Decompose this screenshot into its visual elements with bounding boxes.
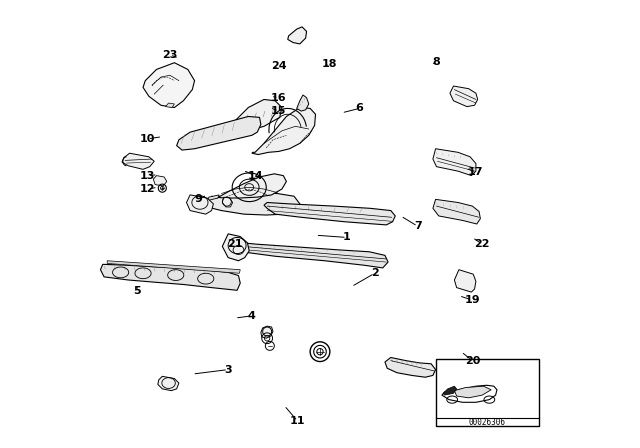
Polygon shape: [143, 63, 195, 108]
Text: 19: 19: [465, 295, 480, 305]
Text: 17: 17: [468, 168, 484, 177]
FancyBboxPatch shape: [436, 359, 539, 426]
Polygon shape: [165, 103, 174, 108]
Polygon shape: [177, 116, 261, 150]
Text: 2: 2: [371, 268, 378, 278]
Polygon shape: [186, 195, 213, 214]
Text: 11: 11: [290, 416, 305, 426]
Polygon shape: [261, 326, 273, 338]
Polygon shape: [154, 176, 167, 186]
Text: 21: 21: [227, 239, 243, 249]
Text: 24: 24: [271, 61, 287, 71]
Text: 23: 23: [162, 50, 178, 60]
Text: 10: 10: [140, 134, 156, 144]
Text: 4: 4: [248, 311, 256, 321]
Polygon shape: [442, 385, 497, 402]
Polygon shape: [443, 386, 457, 395]
Text: 8: 8: [433, 57, 440, 67]
Polygon shape: [122, 153, 154, 169]
Polygon shape: [288, 27, 307, 44]
Polygon shape: [433, 149, 476, 176]
Polygon shape: [385, 358, 436, 377]
Text: 5: 5: [133, 286, 141, 296]
Polygon shape: [222, 234, 249, 261]
Polygon shape: [100, 264, 240, 290]
Polygon shape: [107, 261, 240, 273]
Polygon shape: [297, 95, 308, 111]
Polygon shape: [207, 195, 219, 201]
Text: 1: 1: [343, 233, 351, 242]
Polygon shape: [226, 242, 388, 268]
Text: 14: 14: [247, 171, 263, 181]
Text: 9: 9: [194, 194, 202, 204]
Polygon shape: [252, 108, 316, 155]
Text: 18: 18: [322, 59, 338, 69]
Polygon shape: [433, 199, 481, 224]
Text: 00026306: 00026306: [468, 418, 505, 427]
Polygon shape: [454, 386, 491, 398]
Text: 15: 15: [271, 106, 287, 116]
Polygon shape: [212, 174, 287, 198]
Polygon shape: [200, 193, 300, 215]
Polygon shape: [235, 99, 282, 130]
Text: 3: 3: [225, 365, 232, 375]
Text: 16: 16: [271, 93, 287, 103]
Polygon shape: [158, 376, 179, 391]
Text: 20: 20: [465, 356, 480, 366]
Polygon shape: [264, 202, 396, 225]
Text: 6: 6: [355, 103, 364, 113]
Text: 12: 12: [140, 184, 156, 194]
Polygon shape: [450, 86, 477, 107]
Text: 13: 13: [140, 171, 156, 181]
Text: 7: 7: [414, 221, 422, 231]
Polygon shape: [454, 270, 476, 292]
Text: 22: 22: [474, 239, 490, 249]
Polygon shape: [222, 197, 232, 207]
